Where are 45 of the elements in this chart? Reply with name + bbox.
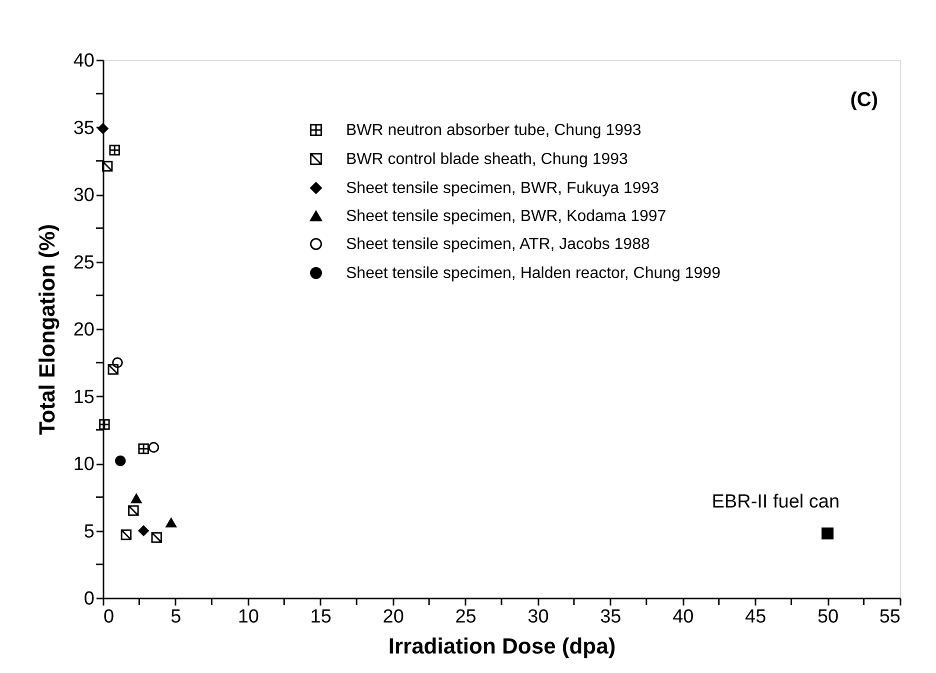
point bbox=[98, 123, 108, 134]
annotation: (C) bbox=[850, 89, 878, 111]
x-tick-label: 30 bbox=[528, 606, 549, 628]
point bbox=[166, 518, 176, 528]
point bbox=[115, 455, 126, 466]
y-tick-label: 10 bbox=[73, 454, 94, 475]
point bbox=[138, 525, 149, 536]
y-tick-label: 0 bbox=[84, 588, 94, 610]
point bbox=[138, 443, 149, 454]
x-tick-label: 20 bbox=[382, 606, 404, 628]
legend-label: Sheet tensile specimen, BWR, Fukuya 1993 bbox=[346, 180, 660, 197]
point bbox=[130, 494, 142, 504]
legend-label: BWR neutron absorber tube, Chung 1993 bbox=[346, 122, 642, 139]
y-axis-title: Total Elongation (%) bbox=[34, 224, 60, 436]
x-tick-label: 35 bbox=[600, 606, 622, 628]
x-tick-label: 55 bbox=[879, 606, 900, 628]
point bbox=[120, 529, 132, 540]
legend-label: Sheet tensile specimen, BWR, Kodama 1997 bbox=[346, 208, 666, 225]
x-tick-label: 0 bbox=[104, 606, 114, 628]
legend-label: BWR control blade sheath, Chung 1993 bbox=[346, 151, 628, 168]
point bbox=[109, 144, 120, 156]
legend-label: Sheet tensile specimen, ATR, Jacobs 1988 bbox=[346, 236, 650, 253]
x-tick-label: 5 bbox=[170, 606, 182, 628]
point bbox=[148, 442, 160, 453]
x-tick-label: 45 bbox=[745, 606, 766, 628]
y-tick-label: 40 bbox=[73, 50, 94, 72]
x-tick-label: 40 bbox=[672, 606, 694, 628]
x-tick-label: 15 bbox=[310, 606, 332, 628]
x-tick-label: 50 bbox=[817, 606, 839, 628]
x-tick-label: 10 bbox=[238, 606, 259, 628]
y-tick-label: 20 bbox=[73, 320, 94, 340]
x-tick-label: 25 bbox=[455, 606, 476, 628]
y-tick-label: 5 bbox=[84, 521, 94, 542]
y-tick-label: 25 bbox=[73, 252, 94, 274]
y-tick-label: 15 bbox=[73, 386, 94, 408]
annotation: EBR-II fuel can bbox=[712, 491, 840, 512]
point bbox=[108, 364, 119, 375]
point bbox=[128, 505, 139, 516]
x-axis-title: Irradiation Dose (dpa) bbox=[388, 634, 616, 658]
point bbox=[822, 527, 834, 540]
point bbox=[99, 419, 110, 430]
legend-label: Sheet tensile specimen, Halden reactor, Chung 1999 bbox=[346, 265, 721, 282]
y-tick-label: 30 bbox=[73, 185, 94, 206]
point bbox=[151, 532, 162, 543]
y-tick-label: 35 bbox=[73, 118, 94, 139]
